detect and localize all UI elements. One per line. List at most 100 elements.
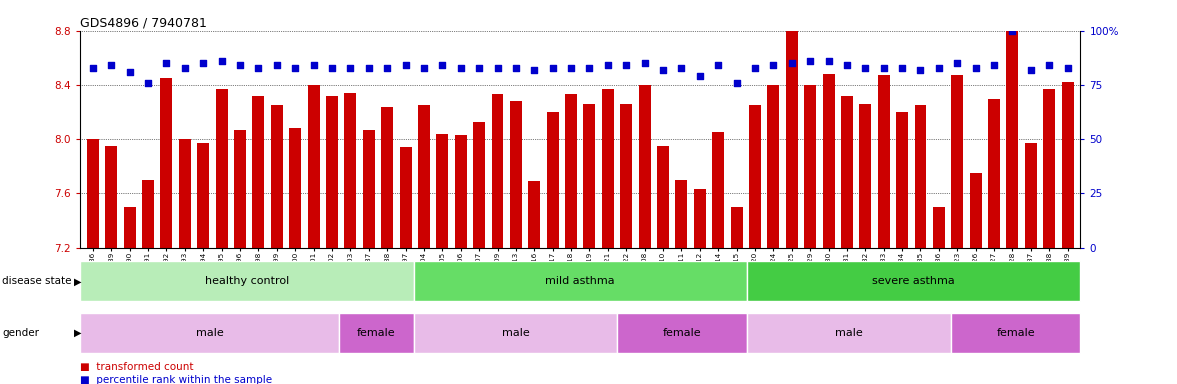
Bar (252, 96, 265, 248)
Point (727, 80, 746, 86)
Text: male: male (834, 328, 863, 338)
Bar (657, 146, 669, 248)
Point (341, 65, 360, 71)
Text: disease state: disease state (2, 276, 72, 286)
Bar (712, 132, 724, 248)
Bar (399, 147, 412, 248)
Point (856, 65, 875, 71)
Bar (620, 104, 632, 248)
Bar (786, 23, 798, 248)
Point (892, 65, 911, 71)
Point (286, 65, 305, 71)
Point (267, 62, 286, 68)
Point (525, 67, 544, 73)
Point (819, 58, 838, 64)
Bar (381, 107, 393, 248)
Point (250, 65, 268, 71)
Point (1058, 65, 1077, 71)
Point (102, 62, 121, 68)
Text: ■  transformed count: ■ transformed count (80, 362, 193, 372)
Bar (1006, 20, 1018, 248)
Text: male: male (501, 328, 530, 338)
Bar (124, 207, 135, 248)
Point (800, 58, 819, 64)
Point (544, 65, 563, 71)
Bar (179, 139, 191, 248)
Point (783, 60, 802, 66)
Point (1022, 67, 1040, 73)
Bar (413, 262, 747, 301)
Point (451, 65, 470, 71)
Point (947, 60, 966, 66)
Point (470, 65, 488, 71)
Point (636, 60, 654, 66)
Bar (970, 173, 982, 248)
Bar (80, 262, 413, 301)
Point (911, 67, 930, 73)
Bar (915, 105, 926, 248)
Bar (878, 76, 890, 248)
Bar (437, 134, 448, 248)
Bar (1062, 82, 1073, 248)
Point (764, 62, 783, 68)
Point (212, 58, 231, 64)
Point (1039, 62, 1058, 68)
Bar (363, 130, 374, 248)
Point (672, 65, 691, 71)
Bar (80, 313, 339, 353)
Bar (339, 313, 413, 353)
Point (838, 62, 857, 68)
Text: healthy control: healthy control (205, 276, 288, 286)
Point (691, 73, 710, 79)
Bar (473, 122, 485, 248)
Bar (584, 104, 596, 248)
Bar (896, 112, 909, 248)
Bar (271, 105, 282, 248)
Point (414, 65, 433, 71)
Bar (749, 105, 762, 248)
Point (745, 65, 764, 71)
Point (561, 65, 580, 71)
Point (598, 62, 617, 68)
Point (157, 60, 175, 66)
Bar (290, 128, 301, 248)
Bar (546, 112, 559, 248)
Text: male: male (195, 328, 224, 338)
Point (397, 62, 415, 68)
Point (985, 62, 1004, 68)
Bar (804, 85, 816, 248)
Point (966, 65, 985, 71)
Point (322, 65, 341, 71)
Text: severe asthma: severe asthma (872, 276, 955, 286)
Text: gender: gender (2, 328, 39, 338)
Bar (747, 262, 1080, 301)
Bar (859, 104, 871, 248)
Point (506, 65, 525, 71)
Point (617, 62, 636, 68)
Bar (988, 99, 1000, 248)
Point (120, 69, 139, 75)
Bar (951, 313, 1080, 353)
Bar (565, 94, 577, 248)
Bar (307, 85, 320, 248)
Bar (492, 94, 504, 248)
Point (304, 62, 322, 68)
Bar (1025, 143, 1037, 248)
Point (653, 67, 672, 73)
Point (139, 80, 158, 86)
Bar (413, 313, 617, 353)
Point (1003, 28, 1022, 34)
Text: female: female (357, 328, 395, 338)
Bar (767, 85, 779, 248)
Point (580, 65, 599, 71)
Bar (326, 96, 338, 248)
Point (875, 65, 893, 71)
Text: ▶: ▶ (74, 276, 81, 286)
Text: female: female (996, 328, 1035, 338)
Text: ■  percentile rank within the sample: ■ percentile rank within the sample (80, 375, 272, 384)
Bar (951, 76, 963, 248)
Bar (639, 85, 651, 248)
Bar (198, 143, 210, 248)
Text: female: female (663, 328, 701, 338)
Bar (1043, 89, 1056, 248)
